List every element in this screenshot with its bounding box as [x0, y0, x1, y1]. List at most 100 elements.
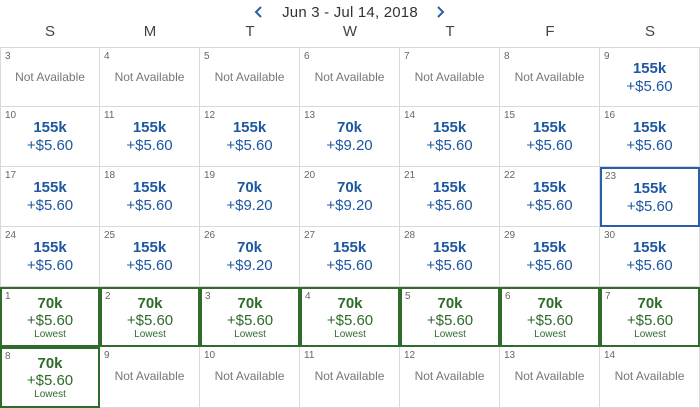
day-number: 15 — [504, 110, 516, 121]
not-available-label: Not Available — [414, 369, 485, 383]
weekday-thursday: T — [445, 23, 455, 40]
tax-fee: +$5.60 — [526, 197, 573, 214]
calendar-day-cell[interactable]: 29 155k +$5.60 — [500, 227, 600, 287]
day-number: 12 — [404, 350, 416, 361]
tax-fee: +$5.60 — [426, 312, 474, 329]
day-number: 10 — [204, 350, 216, 361]
award-miles: 70k — [236, 239, 263, 256]
calendar-day-cell[interactable]: 23 155k +$5.60 — [600, 167, 700, 227]
day-number: 21 — [404, 170, 416, 181]
calendar-day-cell[interactable]: 1 70k +$5.60 Lowest — [0, 287, 100, 347]
calendar-day-cell[interactable]: 13 70k +$9.20 — [300, 107, 400, 167]
calendar-day-cell[interactable]: 11 155k +$5.60 — [100, 107, 200, 167]
calendar-day-cell[interactable]: 4 70k +$5.60 Lowest — [300, 287, 400, 347]
tax-fee: +$5.60 — [226, 137, 273, 154]
tax-fee: +$5.60 — [626, 312, 674, 329]
not-available-label: Not Available — [15, 70, 85, 84]
tax-fee: +$5.60 — [526, 257, 573, 274]
day-number: 9 — [104, 350, 110, 361]
day-number: 12 — [204, 110, 216, 121]
calendar-day-cell[interactable]: 9 155k +$5.60 — [600, 47, 700, 107]
calendar-day-cell[interactable]: 10 155k +$5.60 — [0, 107, 100, 167]
calendar-day-cell[interactable]: 20 70k +$9.20 — [300, 167, 400, 227]
chevron-left-icon[interactable] — [249, 2, 269, 22]
day-number: 1 — [5, 291, 11, 302]
lowest-badge: Lowest — [534, 329, 566, 340]
tax-fee: +$5.60 — [126, 137, 173, 154]
not-available-label: Not Available — [214, 70, 285, 84]
lowest-badge: Lowest — [634, 329, 666, 340]
day-number: 5 — [405, 291, 411, 302]
not-available-label: Not Available — [314, 369, 385, 383]
chevron-right-icon[interactable] — [430, 2, 450, 22]
day-number: 5 — [204, 51, 210, 62]
day-number: 3 — [205, 291, 211, 302]
weekday-tuesday: T — [245, 23, 255, 40]
tax-fee: +$5.60 — [26, 372, 74, 389]
calendar-day-cell[interactable]: 28 155k +$5.60 — [400, 227, 500, 287]
tax-fee: +$5.60 — [26, 257, 74, 274]
day-number: 6 — [505, 291, 511, 302]
tax-fee: +$5.60 — [526, 137, 573, 154]
calendar-day-cell[interactable]: 2 70k +$5.60 Lowest — [100, 287, 200, 347]
calendar-day-cell[interactable]: 3 70k +$5.60 Lowest — [200, 287, 300, 347]
weekday-header-row: S M T W T F S — [0, 24, 700, 48]
calendar-day-cell[interactable]: 24 155k +$5.60 — [0, 227, 100, 287]
tax-fee: +$5.60 — [326, 312, 374, 329]
day-number: 26 — [204, 230, 216, 241]
calendar-day-cell: 10 Not Available — [200, 347, 300, 408]
calendar-day-cell[interactable]: 27 155k +$5.60 — [300, 227, 400, 287]
day-number: 19 — [204, 170, 216, 181]
calendar-day-cell[interactable]: 19 70k +$9.20 — [200, 167, 300, 227]
calendar-day-cell[interactable]: 16 155k +$5.60 — [600, 107, 700, 167]
calendar-day-cell: 14 Not Available — [600, 347, 700, 408]
calendar-day-cell[interactable]: 17 155k +$5.60 — [0, 167, 100, 227]
weekday-sunday: S — [44, 23, 55, 40]
calendar-day-cell[interactable]: 7 70k +$5.60 Lowest — [600, 287, 700, 347]
tax-fee: +$5.60 — [626, 137, 673, 154]
award-miles: 70k — [236, 179, 263, 196]
tax-fee: +$5.60 — [26, 197, 74, 214]
calendar-day-cell[interactable]: 22 155k +$5.60 — [500, 167, 600, 227]
calendar-day-cell: 3 Not Available — [0, 47, 100, 107]
not-available-label: Not Available — [214, 369, 285, 383]
award-miles: 70k — [537, 295, 563, 312]
calendar-day-cell[interactable]: 18 155k +$5.60 — [100, 167, 200, 227]
award-miles: 155k — [132, 239, 167, 256]
calendar-day-cell[interactable]: 25 155k +$5.60 — [100, 227, 200, 287]
calendar-day-cell[interactable]: 12 155k +$5.60 — [200, 107, 300, 167]
calendar-day-cell[interactable]: 30 155k +$5.60 — [600, 227, 700, 287]
tax-fee: +$5.60 — [126, 257, 173, 274]
award-miles: 155k — [432, 239, 467, 256]
award-miles: 155k — [33, 119, 67, 136]
weekday-saturday: S — [644, 23, 655, 40]
calendar-day-cell[interactable]: 5 70k +$5.60 Lowest — [400, 287, 500, 347]
tax-fee: +$5.60 — [526, 312, 574, 329]
tax-fee: +$5.60 — [426, 137, 473, 154]
calendar-day-cell: 9 Not Available — [100, 347, 200, 408]
calendar-day-cell[interactable]: 14 155k +$5.60 — [400, 107, 500, 167]
day-number: 9 — [604, 51, 610, 62]
calendar-day-cell[interactable]: 6 70k +$5.60 Lowest — [500, 287, 600, 347]
award-miles: 70k — [37, 355, 63, 372]
calendar-grid: 3 Not Available 4 Not Available 5 Not Availab… — [0, 47, 700, 408]
award-miles: 155k — [632, 239, 667, 256]
day-number: 8 — [504, 51, 510, 62]
tax-fee: +$5.60 — [26, 137, 74, 154]
calendar-day-cell[interactable]: 15 155k +$5.60 — [500, 107, 600, 167]
tax-fee: +$9.20 — [326, 197, 373, 214]
tax-fee: +$5.60 — [26, 312, 74, 329]
calendar-day-cell[interactable]: 21 155k +$5.60 — [400, 167, 500, 227]
calendar-day-cell: 8 Not Available — [500, 47, 600, 107]
tax-fee: +$5.60 — [426, 257, 473, 274]
day-number: 20 — [304, 170, 316, 181]
calendar-day-cell[interactable]: 26 70k +$9.20 — [200, 227, 300, 287]
day-number: 7 — [404, 51, 410, 62]
calendar-day-cell[interactable]: 8 70k +$5.60 Lowest — [0, 347, 100, 408]
tax-fee: +$5.60 — [626, 257, 673, 274]
award-miles: 155k — [532, 119, 567, 136]
day-number: 4 — [104, 51, 110, 62]
award-miles: 155k — [132, 119, 167, 136]
award-miles: 155k — [33, 179, 67, 196]
day-number: 25 — [104, 230, 116, 241]
